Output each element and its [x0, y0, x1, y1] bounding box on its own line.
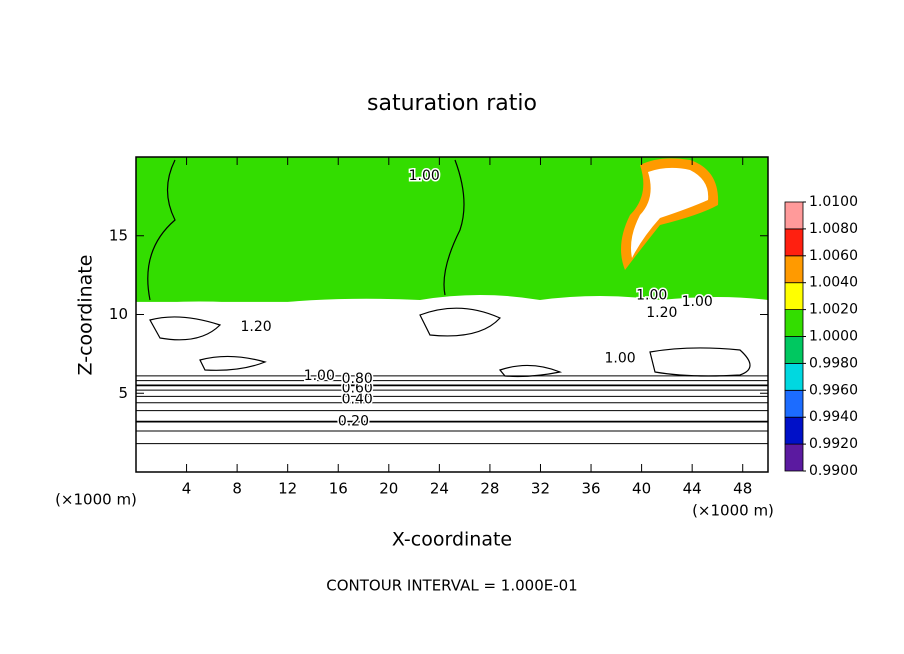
colorbar-label: 0.9920	[809, 436, 858, 452]
field-patch	[199, 355, 267, 371]
x-tick-label: 4	[182, 480, 192, 498]
contour-label: 1.00	[304, 368, 335, 384]
colorbar-box	[784, 362, 804, 391]
field-patch	[498, 364, 563, 378]
colorbar-label: 1.0020	[809, 302, 858, 318]
colorbar-box	[784, 416, 804, 445]
y-tick-label: 10	[109, 305, 128, 323]
x-tick-label: 32	[531, 480, 550, 498]
x-tick-label: 8	[232, 480, 242, 498]
x-unit-right: (×1000 m)	[692, 502, 774, 520]
field-patch	[649, 347, 751, 377]
field-patch	[149, 316, 222, 341]
colorbar-box	[784, 309, 804, 337]
colorbar-label: 1.0100	[809, 194, 858, 210]
x-tick-label: 24	[430, 480, 449, 498]
colorbar-label: 0.9940	[809, 409, 858, 425]
colorbar-label: 1.0060	[809, 248, 858, 264]
contour-label: 1.00	[605, 351, 636, 367]
colorbar-label: 0.9960	[809, 382, 858, 398]
footer: CONTOUR INTERVAL = 1.000E-01	[326, 577, 577, 595]
field-patch	[443, 159, 465, 296]
x-unit-left: (×1000 m)	[55, 491, 137, 509]
colorbar-label: 1.0000	[809, 329, 858, 345]
x-tick-label: 40	[632, 480, 651, 498]
x-tick-label: 48	[733, 480, 752, 498]
x-tick-label: 36	[581, 480, 600, 498]
colorbar-box	[784, 389, 804, 418]
x-tick-label: 12	[278, 480, 297, 498]
colorbar-box	[784, 255, 804, 284]
x-tick-label: 44	[683, 480, 702, 498]
contour-label: 1.00	[409, 168, 440, 184]
contour-label: 0.80	[342, 371, 373, 387]
colorbar-label: 0.9900	[809, 463, 858, 479]
y-tick-label: 5	[118, 384, 128, 402]
contour-label: 0.20	[338, 414, 369, 430]
x-axis-label: X-coordinate	[392, 529, 512, 551]
colorbar-box	[784, 336, 804, 364]
x-tick-label: 20	[379, 480, 398, 498]
x-tick-label: 28	[480, 480, 499, 498]
field-patch	[419, 307, 502, 337]
colorbar-label: 0.9980	[809, 355, 858, 371]
colorbar-label: 1.0080	[809, 221, 858, 237]
field-patch	[631, 167, 709, 258]
x-tick-label: 16	[329, 480, 348, 498]
contour-label: 1.20	[240, 319, 271, 335]
field-patch	[147, 159, 176, 301]
colorbar-box	[784, 201, 804, 230]
chart-title: saturation ratio	[367, 91, 537, 116]
colorbar-box	[784, 443, 804, 472]
colorbar-box	[784, 282, 804, 311]
contour-label: 1.00	[682, 294, 713, 310]
field-patch	[136, 295, 768, 372]
contour-label: 1.20	[646, 305, 677, 321]
y-tick-label: 15	[109, 226, 128, 244]
y-axis-label: Z-coordinate	[75, 255, 97, 376]
contour-label: 0.60	[342, 381, 373, 397]
colorbar-label: 1.0040	[809, 275, 858, 291]
contour-label: 0.40	[342, 392, 373, 408]
contour-label: 1.00	[636, 288, 667, 304]
colorbar-box	[784, 228, 804, 257]
